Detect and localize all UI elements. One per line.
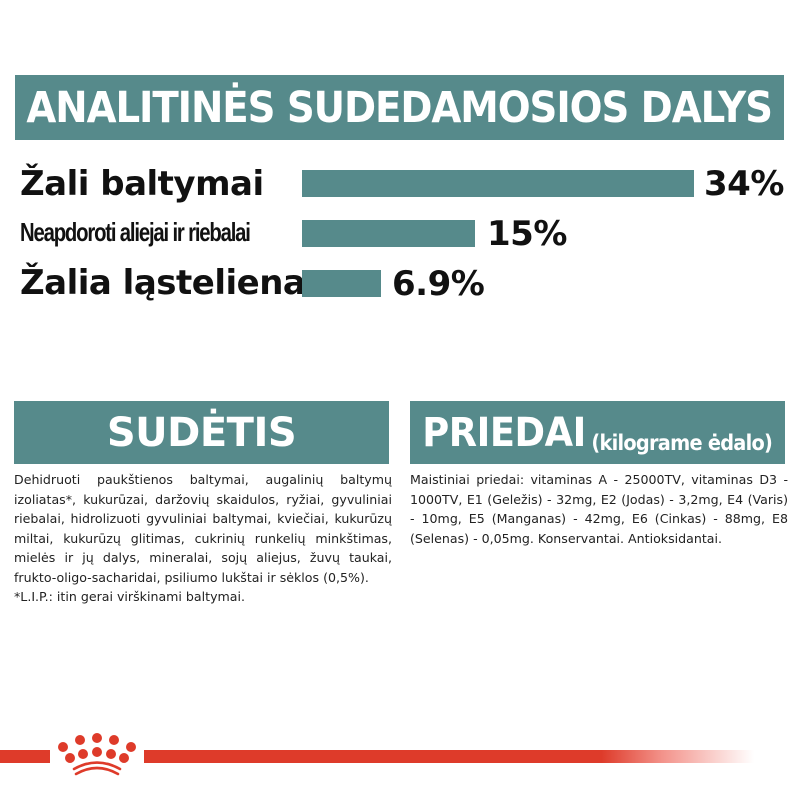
bar-value: 15% [487, 214, 567, 254]
footer-line-left [0, 750, 50, 763]
additives-heading-banner: PRIEDAI (kilograme ėdalo) [410, 401, 785, 464]
bar-fiber [302, 270, 381, 297]
main-title-banner: ANALITINĖS SUDEDAMOSIOS DALYS [15, 75, 784, 140]
main-title: ANALITINĖS SUDEDAMOSIOS DALYS [26, 82, 774, 133]
footer-line-right [144, 750, 754, 763]
additives-text: Maistiniai priedai: vitaminas A - 25000T… [410, 472, 788, 546]
composition-footnote: *L.I.P.: itin gerai virškinami baltymai. [14, 589, 246, 604]
bar-fat [302, 220, 475, 247]
composition-text: Dehidruoti paukštienos baltymai, augalin… [14, 472, 392, 585]
bar-protein [302, 170, 694, 197]
bar-value: 6.9% [392, 264, 485, 304]
royal-crown-icon [58, 733, 136, 776]
composition-text-block: Dehidruoti paukštienos baltymai, augalin… [14, 470, 392, 607]
composition-heading-banner: SUDĖTIS [14, 401, 389, 464]
additives-text-block: Maistiniai priedai: vitaminas A - 25000T… [410, 470, 788, 548]
additives-heading: PRIEDAI [422, 409, 587, 456]
row-label: Žalia ląsteliena [20, 263, 306, 303]
row-label: Neapdoroti aliejai ir riebalai [20, 217, 251, 247]
composition-heading: SUDĖTIS [106, 409, 297, 456]
bar-value: 34% [704, 164, 784, 204]
additives-subheading: (kilograme ėdalo) [591, 430, 773, 455]
row-label: Žali baltymai [20, 164, 264, 204]
